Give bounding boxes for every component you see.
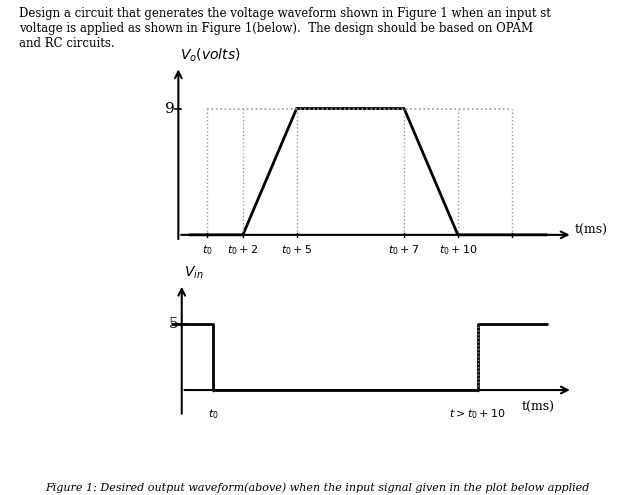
Text: $t_0+10$: $t_0+10$ [439, 243, 477, 257]
Text: Design a circuit that generates the voltage waveform shown in Figure 1 when an i: Design a circuit that generates the volt… [19, 7, 551, 50]
Text: $t_0$: $t_0$ [208, 407, 219, 421]
Text: 5: 5 [169, 317, 178, 331]
Text: $t_0+2$: $t_0+2$ [227, 243, 259, 257]
Text: $t_0+7$: $t_0+7$ [389, 243, 420, 257]
Text: $V_{in}$: $V_{in}$ [183, 265, 204, 281]
Text: $t_0+5$: $t_0+5$ [281, 243, 312, 257]
Text: 9: 9 [165, 101, 175, 115]
Text: $V_o(volts)$: $V_o(volts)$ [180, 46, 241, 64]
Text: $t_0$: $t_0$ [202, 243, 212, 257]
Text: Figure 1: Desired output waveform(above) when the input signal given in the plot: Figure 1: Desired output waveform(above)… [45, 482, 589, 493]
Text: t(ms): t(ms) [574, 224, 607, 237]
Text: t(ms): t(ms) [522, 400, 555, 414]
Text: $t>t_0+10$: $t>t_0+10$ [450, 407, 506, 421]
